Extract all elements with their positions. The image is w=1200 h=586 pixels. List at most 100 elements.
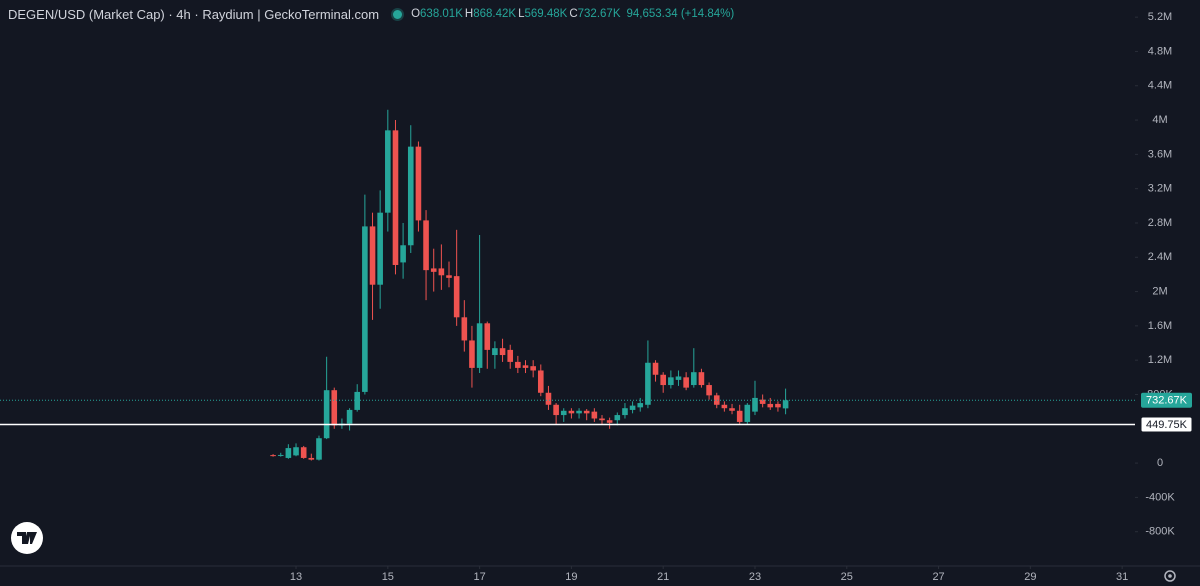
candle-body [560, 410, 567, 416]
price-label-box [1140, 416, 1193, 433]
candle-body [446, 275, 452, 278]
y-tick-label: 4.8M [1148, 45, 1172, 57]
candle-body [782, 400, 789, 409]
x-tick-label: 23 [749, 571, 761, 583]
x-tick-label: 25 [841, 571, 853, 583]
candle-body [736, 410, 743, 422]
candle-body [759, 399, 766, 404]
candle-body [576, 410, 582, 414]
y-tick-label: -400K [1145, 491, 1175, 503]
legend-key: C [569, 8, 578, 20]
y-tick-label: 0 [1157, 457, 1163, 469]
candle-body [346, 409, 353, 424]
candle-body [729, 408, 735, 411]
legend-key: H [464, 8, 474, 20]
candle-body [660, 374, 666, 386]
candle-body [277, 454, 284, 456]
y-tick-label: 2.8M [1148, 217, 1172, 229]
candle-body [385, 130, 391, 213]
candle-body [637, 403, 644, 408]
settings-icon[interactable] [1164, 570, 1176, 582]
candle-body [545, 392, 552, 405]
tv-logo [11, 522, 43, 554]
candle-body [285, 448, 292, 458]
legend-value: 868.42K [473, 8, 517, 20]
candle-body [392, 130, 399, 265]
candle-body [652, 362, 659, 375]
x-tick-label: 27 [932, 571, 944, 583]
x-tick-label: 13 [290, 571, 302, 583]
price-label: 732.67K [1146, 395, 1188, 407]
candle-body [691, 372, 697, 386]
y-tick-label: 4M [1152, 114, 1167, 126]
x-tick-label: 19 [565, 571, 577, 583]
x-tick-label: 31 [1116, 571, 1128, 583]
y-tick-label: 1.2M [1148, 354, 1172, 366]
x-tick-label: 15 [382, 571, 394, 583]
legend-value: 732.67K [577, 8, 621, 20]
candle-body [354, 391, 361, 410]
candle-body [453, 276, 460, 318]
candle-body [407, 146, 414, 246]
candle-body [721, 404, 728, 409]
candle-body [415, 146, 422, 221]
candle-body [438, 268, 445, 276]
candle-body [515, 361, 521, 368]
candle-body [706, 385, 712, 396]
candle-body [599, 418, 605, 421]
y-tick-label: 5.2M [1148, 11, 1172, 23]
x-tick-label: 21 [657, 571, 669, 583]
legend-key: L [518, 8, 525, 20]
candle-body [591, 411, 598, 419]
y-tick-label: -800K [1145, 526, 1175, 538]
candle-body [622, 408, 628, 416]
legend-value: 638.01K [420, 8, 463, 20]
candle-body [400, 245, 406, 263]
candle-body [270, 455, 276, 457]
candle-body [645, 362, 651, 405]
candle-body [775, 403, 781, 408]
candle-body [752, 397, 758, 412]
candle-body [316, 438, 322, 460]
candle-body [499, 348, 506, 356]
candle-body [362, 226, 368, 392]
candle-body [553, 404, 559, 416]
legend-change: 94,653.34 (+14.84%) [626, 8, 735, 20]
y-tick-label: 3.6M [1148, 148, 1172, 160]
candle-body [476, 323, 483, 368]
candle-body [606, 420, 613, 423]
candle-body [629, 405, 636, 410]
candle-body [683, 377, 689, 388]
candle-body [469, 340, 475, 368]
chart-title: DEGEN/USD (Market Cap) · 4h · Raydium | … [8, 6, 380, 22]
candle-body [537, 370, 544, 393]
candle-body [507, 349, 514, 362]
candle-body [484, 323, 491, 350]
candle-body [369, 226, 376, 285]
candle-body [461, 317, 468, 341]
candle-body [530, 366, 536, 371]
candle-body [377, 212, 383, 285]
legend-value: 569.48K [524, 8, 568, 20]
candle-body [713, 395, 720, 405]
price-label-box [1141, 392, 1192, 408]
candle-body [675, 376, 682, 380]
candle-body [323, 390, 330, 439]
x-tick-label: 29 [1024, 571, 1036, 583]
candle-body [522, 365, 529, 368]
candle-body [568, 410, 575, 414]
legend-key: O [411, 8, 421, 20]
candles [270, 109, 789, 461]
candle-body [583, 410, 590, 414]
y-tick-label: 1.6M [1148, 320, 1172, 332]
candle-body [614, 415, 621, 421]
y-tick-label: 3.2M [1148, 183, 1172, 195]
candle-body [668, 377, 674, 386]
y-tick-label: 4.4M [1148, 80, 1172, 92]
candle-body [744, 404, 751, 422]
candle-body [293, 447, 299, 456]
y-tick-label: 2M [1152, 285, 1167, 297]
status-dot [393, 9, 403, 19]
